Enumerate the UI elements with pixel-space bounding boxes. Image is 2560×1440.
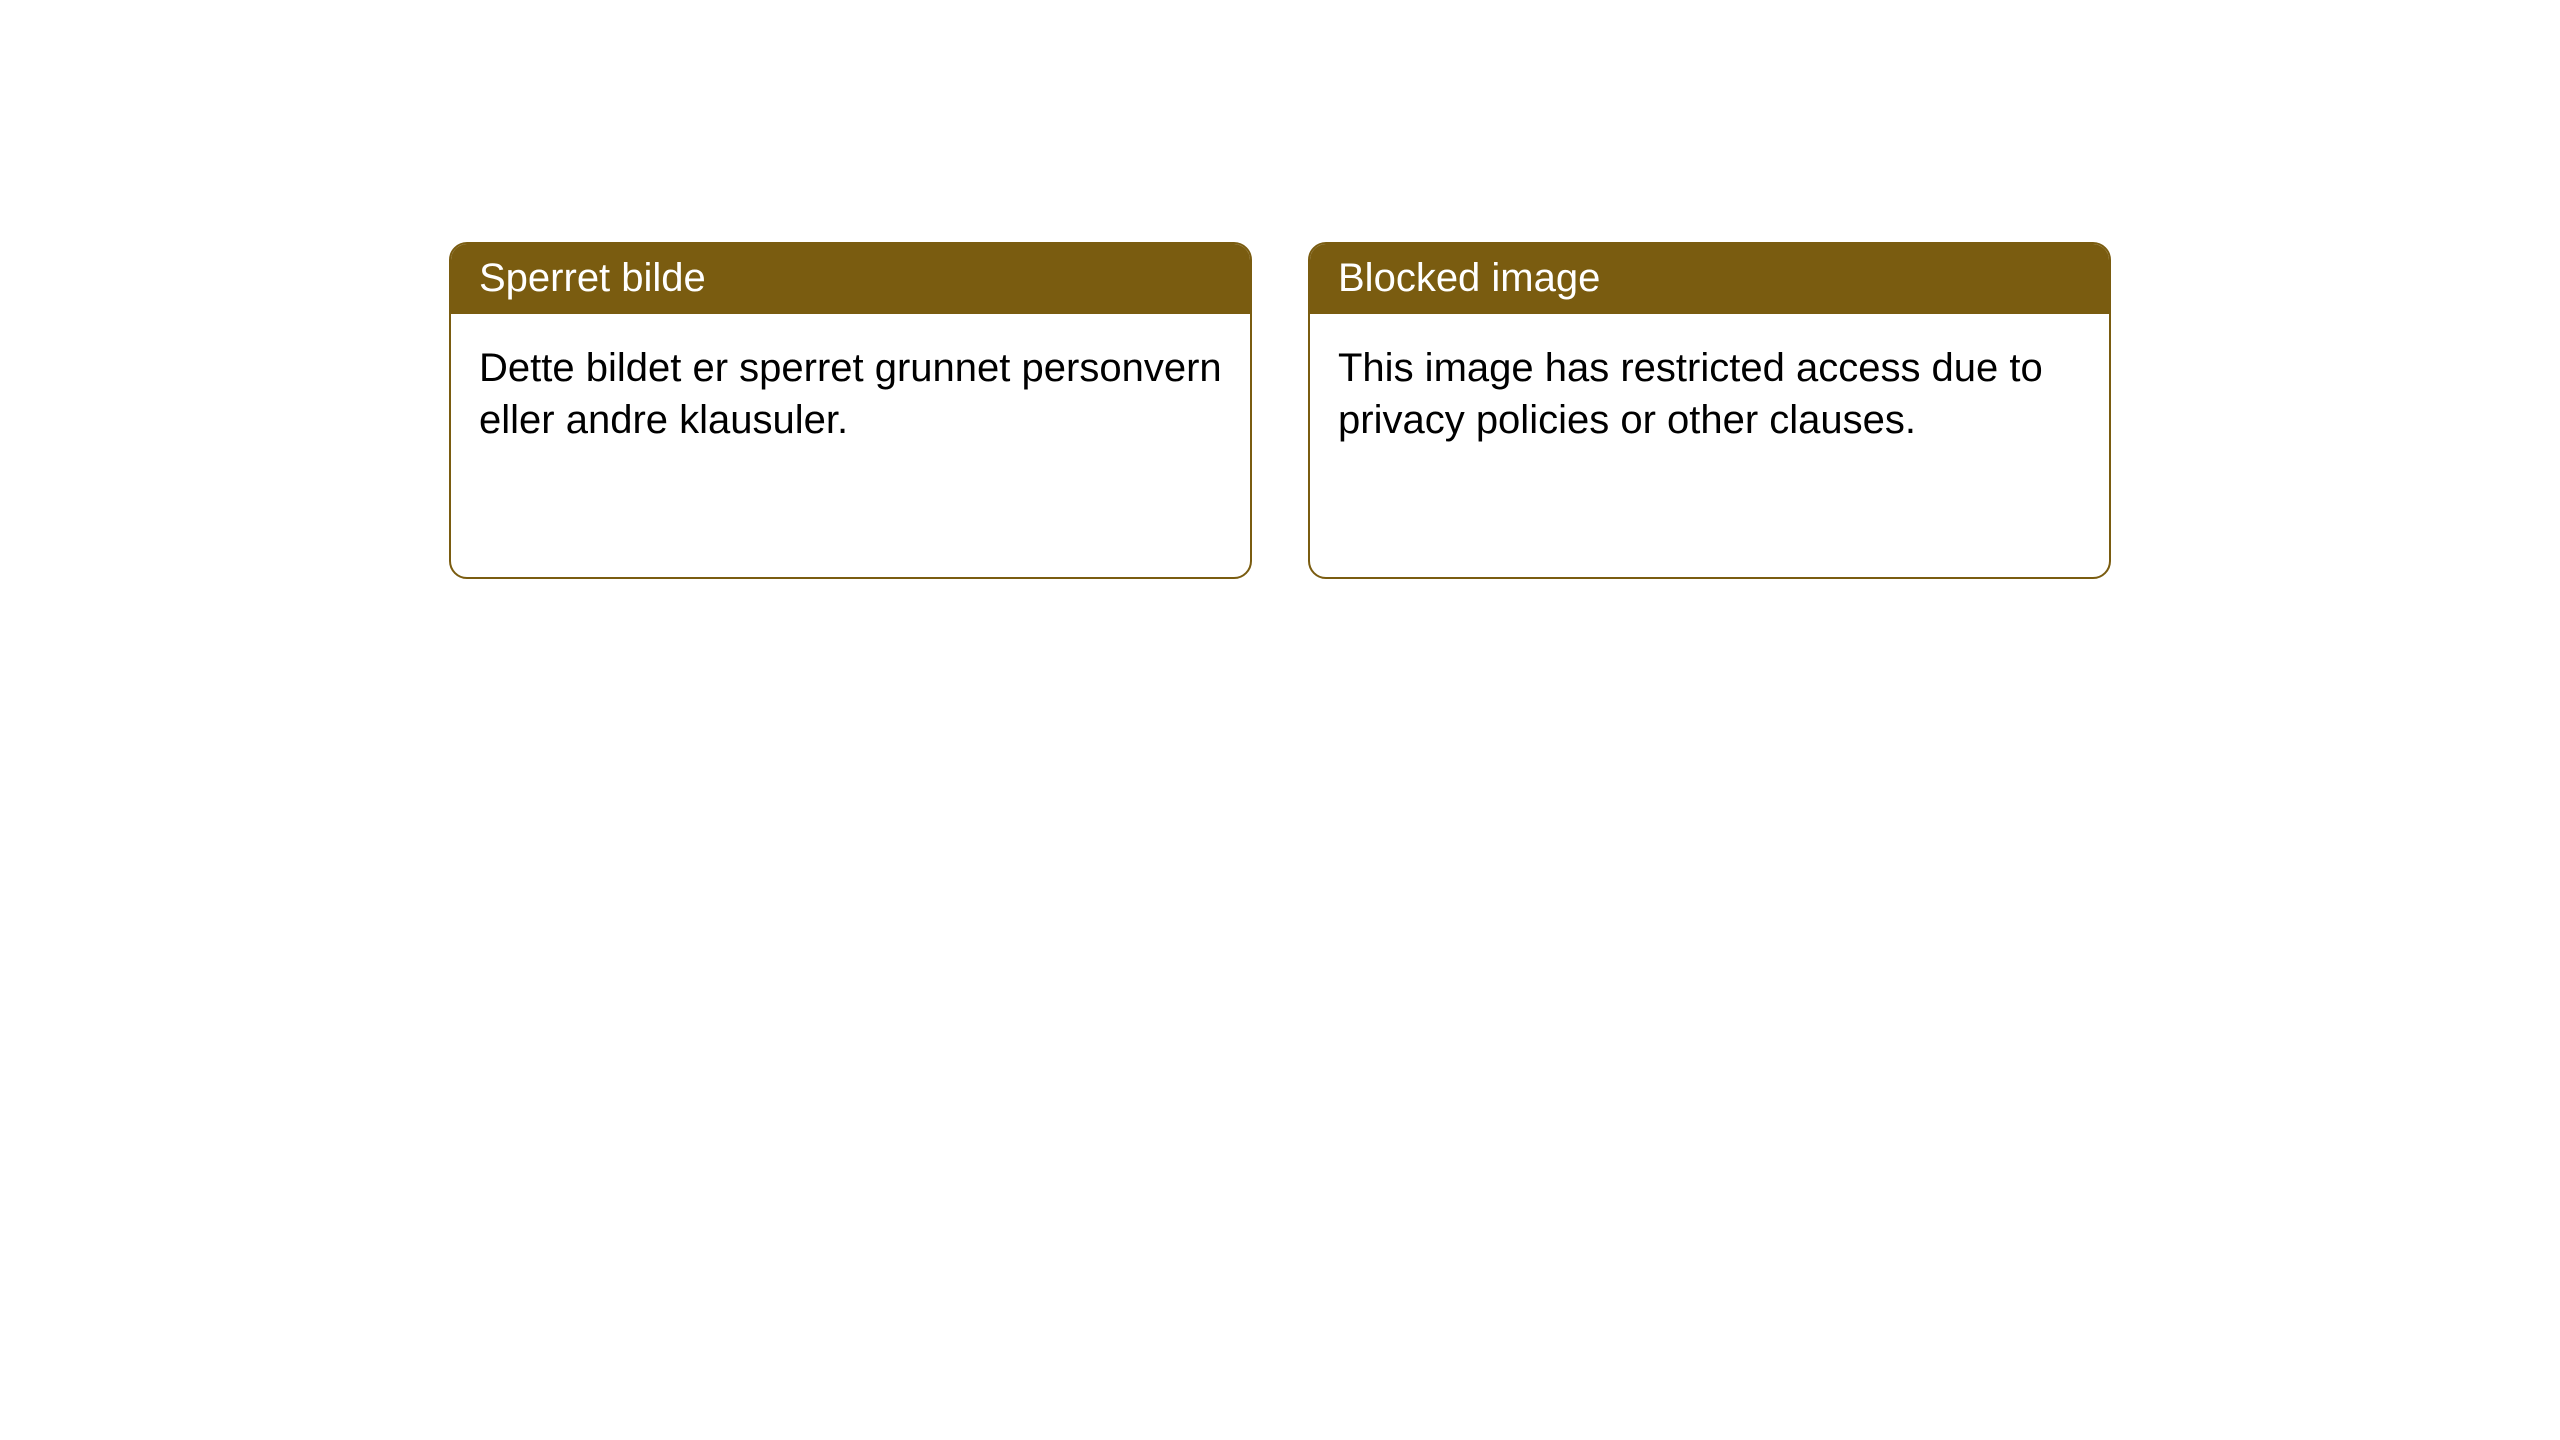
notice-body: This image has restricted access due to … bbox=[1310, 314, 2109, 474]
notice-box-norwegian: Sperret bilde Dette bildet er sperret gr… bbox=[449, 242, 1252, 579]
notice-box-english: Blocked image This image has restricted … bbox=[1308, 242, 2111, 579]
notice-body: Dette bildet er sperret grunnet personve… bbox=[451, 314, 1250, 474]
notice-title: Sperret bilde bbox=[451, 244, 1250, 314]
notice-container: Sperret bilde Dette bildet er sperret gr… bbox=[0, 0, 2560, 579]
notice-title: Blocked image bbox=[1310, 244, 2109, 314]
